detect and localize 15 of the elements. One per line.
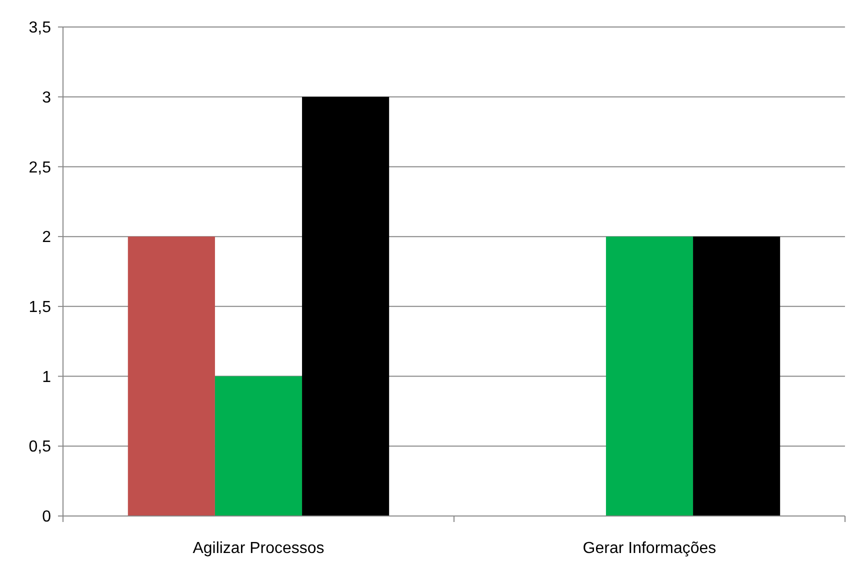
bar <box>606 236 694 516</box>
y-tick-label: 0,5 <box>28 438 52 456</box>
x-tick-label: Gerar Informações <box>582 540 716 557</box>
y-tick-label: 0 <box>42 508 52 526</box>
bar <box>128 236 215 516</box>
x-tick-label: Agilizar Processos <box>192 540 324 557</box>
y-tick-label: 1 <box>42 368 52 386</box>
y-tick-label: 2,5 <box>28 159 52 176</box>
bar <box>693 236 780 516</box>
bar <box>214 376 302 516</box>
y-tick-label: 3 <box>42 89 52 106</box>
y-tick-label: 1,5 <box>28 299 52 316</box>
y-tick-label: 3,5 <box>28 20 52 37</box>
bar <box>302 96 390 516</box>
y-tick-label: 2 <box>42 229 52 246</box>
